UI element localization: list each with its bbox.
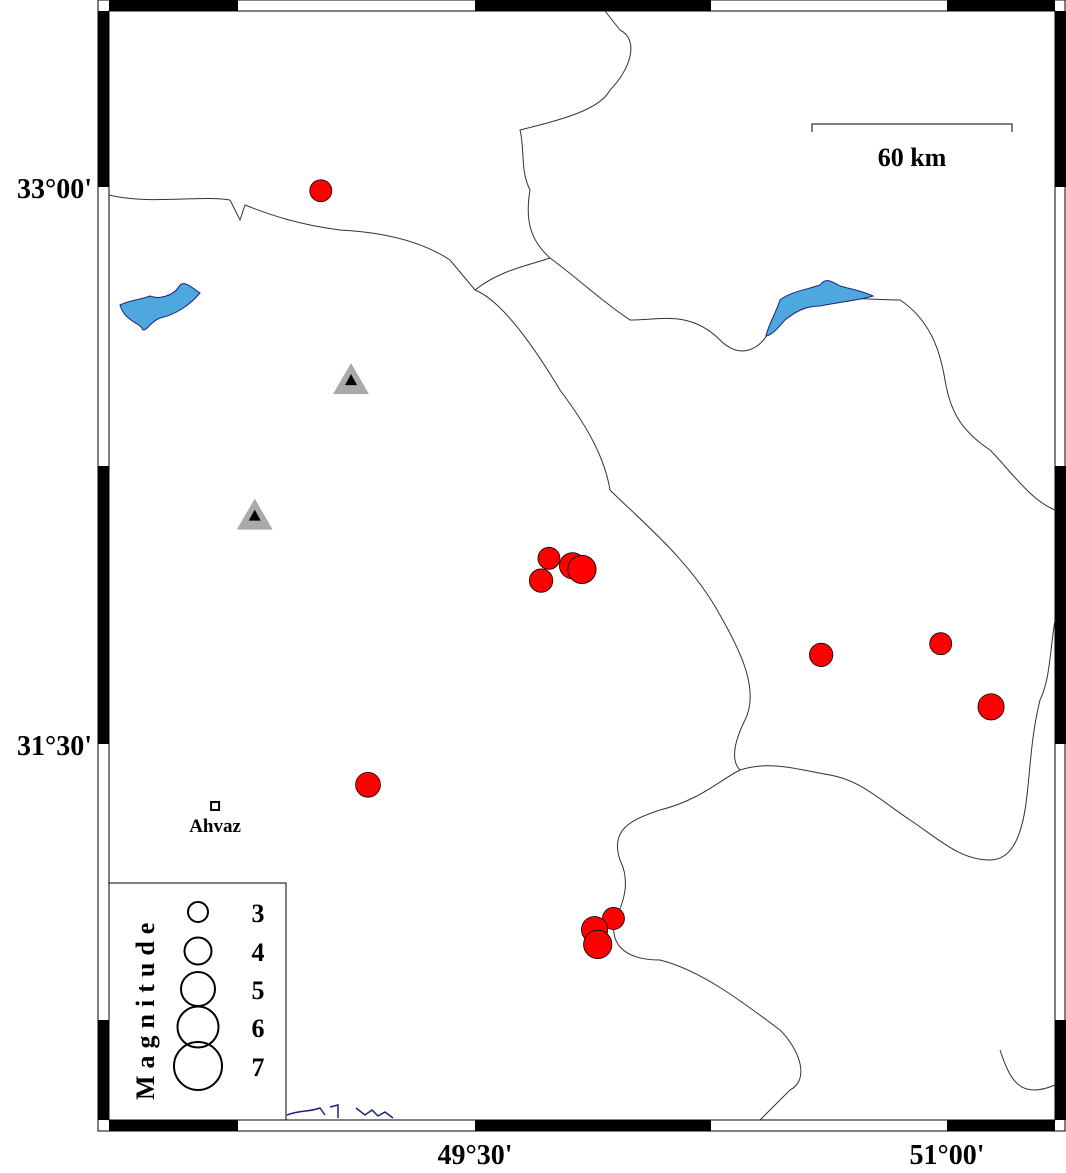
earthquake-event <box>528 568 554 593</box>
earthquake-event <box>929 632 953 656</box>
earthquake-event <box>567 554 597 584</box>
earthquake-event <box>602 907 625 930</box>
station-inner-icon <box>345 374 358 386</box>
legend-circle <box>183 936 213 966</box>
legend-circle <box>187 901 209 923</box>
lake <box>765 280 875 337</box>
scale-bar-label: 60 km <box>878 143 947 172</box>
earthquake-event <box>355 771 381 798</box>
city-label: Ahvaz <box>189 816 241 837</box>
lat-label-33: 33°00' <box>17 174 92 205</box>
city-ahvaz: Ahvaz <box>189 800 242 837</box>
legend-label: 6 <box>252 1014 265 1043</box>
legend-circle <box>176 1005 220 1049</box>
legend-label: 4 <box>252 938 265 967</box>
events-layer <box>309 179 1005 960</box>
city-marker-icon <box>210 800 221 811</box>
legend-title: Magnitude <box>131 916 160 1100</box>
earthquake-event <box>583 929 613 960</box>
magnitude-legend: Magnitude 3 4 5 6 7 <box>108 882 287 1121</box>
scale-bar: 60 km <box>811 123 1013 172</box>
legend-label: 3 <box>252 899 265 928</box>
station-inner-icon <box>248 509 261 521</box>
stations-layer <box>236 363 370 530</box>
lon-label-51: 51°00' <box>910 1140 985 1168</box>
lat-label-31-30: 31°30' <box>17 731 92 762</box>
earthquake-event <box>977 693 1005 721</box>
legend-label: 5 <box>252 976 265 1005</box>
legend-label: 7 <box>252 1053 265 1082</box>
legend-circle <box>173 1041 223 1091</box>
earthquake-event <box>537 546 561 570</box>
lon-label-49-30: 49°30' <box>438 1140 513 1168</box>
earthquake-event <box>809 642 834 667</box>
earthquake-event <box>309 179 333 203</box>
lake <box>119 283 201 331</box>
coastline <box>286 1104 394 1119</box>
